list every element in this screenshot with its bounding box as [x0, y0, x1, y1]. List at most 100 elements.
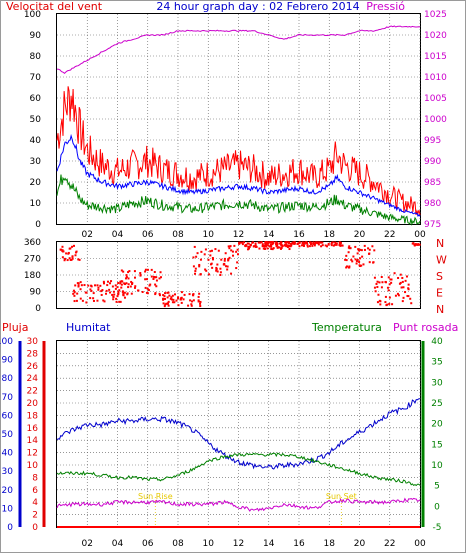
direction-point: [170, 296, 173, 299]
direction-point: [141, 291, 144, 294]
panel3-humidity-tick-label: 100: [0, 337, 13, 347]
direction-point: [381, 281, 384, 284]
direction-point: [314, 241, 317, 244]
direction-point: [199, 302, 202, 305]
panel1-y2-tick-label: 1015: [424, 52, 447, 62]
direction-point: [393, 272, 396, 275]
sun-marker-label: Sun Rise: [138, 492, 173, 501]
direction-point: [363, 248, 366, 251]
direction-point: [355, 262, 358, 265]
panel3-rain-tick-label: 8: [32, 473, 38, 483]
direction-point: [284, 244, 287, 247]
direction-point: [207, 273, 210, 276]
direction-point: [122, 292, 125, 295]
direction-point: [163, 295, 166, 298]
direction-point: [388, 296, 391, 299]
direction-point: [288, 248, 291, 251]
direction-point: [367, 247, 370, 250]
direction-point: [139, 274, 142, 277]
direction-point: [373, 249, 376, 252]
direction-point: [146, 268, 149, 271]
direction-point: [164, 292, 167, 295]
direction-point: [188, 293, 191, 296]
direction-point: [305, 242, 308, 245]
direction-point: [321, 244, 324, 247]
direction-point: [169, 297, 172, 300]
direction-point: [348, 247, 351, 250]
compass-label: N: [436, 303, 444, 316]
direction-point: [311, 244, 314, 247]
direction-point: [162, 302, 165, 305]
direction-point: [275, 245, 278, 248]
direction-point: [87, 284, 90, 287]
direction-point: [244, 244, 247, 247]
direction-point: [418, 243, 421, 246]
direction-point: [83, 284, 86, 287]
direction-point: [301, 242, 304, 245]
direction-point: [232, 254, 235, 257]
direction-point: [110, 280, 113, 283]
direction-point: [241, 243, 244, 246]
direction-point: [154, 283, 157, 286]
panel3-humidity-tick-label: 80: [2, 374, 14, 384]
direction-point: [147, 289, 150, 292]
direction-point: [224, 252, 227, 255]
compass-label: W: [436, 254, 447, 267]
direction-point: [146, 287, 149, 290]
panel3-temp-tick-label: 15: [431, 440, 442, 450]
direction-point: [389, 278, 392, 281]
panel1-y2-tick-label: 980: [424, 199, 441, 209]
direction-point: [81, 299, 84, 302]
direction-point: [352, 255, 355, 258]
direction-point: [267, 244, 270, 247]
direction-point: [362, 263, 365, 266]
direction-point: [247, 242, 250, 245]
direction-point: [90, 285, 93, 288]
direction-point: [155, 276, 158, 279]
direction-point: [154, 293, 157, 296]
direction-point: [357, 248, 360, 251]
direction-point: [199, 305, 202, 308]
direction-point: [298, 241, 301, 244]
direction-point: [236, 253, 239, 256]
direction-point: [402, 286, 405, 289]
direction-point: [79, 297, 82, 300]
panel3-temp-tick-label: 10: [431, 461, 443, 471]
direction-point: [197, 300, 200, 303]
direction-point: [99, 284, 102, 287]
direction-point: [97, 288, 100, 291]
panel1-y-tick-label: 70: [30, 73, 42, 83]
direction-point: [76, 282, 79, 285]
panel3-temp-tick-label: 40: [431, 337, 443, 347]
direction-point: [144, 270, 147, 273]
panel1-y-tick-label: 0: [35, 220, 41, 230]
direction-point: [276, 246, 279, 249]
direction-point: [72, 289, 75, 292]
direction-point: [139, 272, 142, 275]
panel3-x-tick-label: 06: [142, 539, 154, 549]
right-header-label: Pressió: [366, 0, 405, 13]
direction-point: [204, 268, 207, 271]
direction-point: [388, 302, 391, 305]
direction-point: [155, 279, 158, 282]
direction-point: [356, 258, 359, 261]
direction-point: [356, 252, 359, 255]
direction-point: [292, 241, 295, 244]
direction-point: [264, 241, 267, 244]
direction-point: [79, 288, 82, 291]
direction-point: [209, 250, 212, 253]
direction-point: [331, 241, 334, 244]
direction-point: [85, 301, 88, 304]
direction-point: [223, 262, 226, 265]
direction-point: [399, 273, 402, 276]
direction-point: [74, 254, 77, 257]
direction-point: [344, 258, 347, 261]
direction-point: [351, 260, 354, 263]
direction-point: [219, 271, 222, 274]
panel3-humidity-tick-label: 40: [2, 449, 14, 459]
direction-point: [197, 299, 200, 302]
direction-point: [183, 293, 186, 296]
direction-point: [261, 243, 264, 246]
direction-point: [291, 241, 294, 244]
